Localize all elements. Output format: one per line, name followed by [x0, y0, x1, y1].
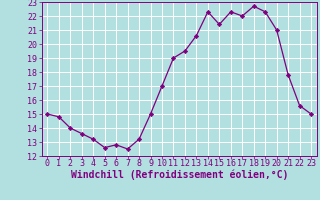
- X-axis label: Windchill (Refroidissement éolien,°C): Windchill (Refroidissement éolien,°C): [70, 169, 288, 180]
